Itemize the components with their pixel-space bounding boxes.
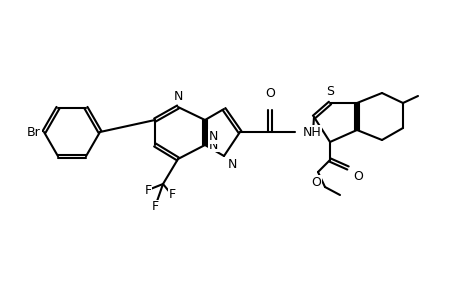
Text: F: F xyxy=(144,184,151,196)
Text: NH: NH xyxy=(302,125,321,139)
Text: N: N xyxy=(208,139,218,152)
Text: N: N xyxy=(228,158,237,171)
Text: F: F xyxy=(151,200,158,214)
Text: O: O xyxy=(352,170,362,183)
Text: S: S xyxy=(325,85,333,98)
Text: F: F xyxy=(168,188,175,202)
Text: O: O xyxy=(310,176,320,189)
Text: O: O xyxy=(264,87,274,100)
Text: Br: Br xyxy=(27,125,41,139)
Text: N: N xyxy=(173,90,182,103)
Text: N: N xyxy=(208,130,218,143)
